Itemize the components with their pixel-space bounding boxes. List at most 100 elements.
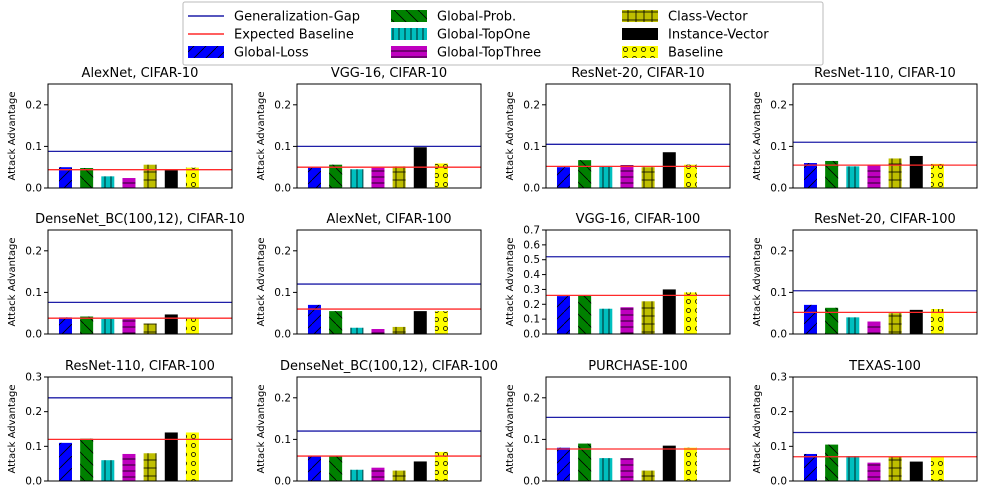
- y-tick-label: 0.1: [274, 287, 291, 299]
- y-tick-label: 0.2: [274, 99, 291, 111]
- bar-hatch-baseline: [930, 456, 944, 481]
- y-tick-label: 0.2: [25, 99, 42, 111]
- y-axis-label: Attack Advantage: [256, 237, 267, 326]
- y-tick-label: 0.2: [770, 245, 787, 257]
- y-tick-label: 0.2: [274, 245, 291, 257]
- bar-hatch-global-loss: [307, 456, 321, 481]
- y-axis-label: Attack Advantage: [752, 384, 763, 473]
- bar-hatch-baseline: [683, 292, 697, 334]
- chart-panel-densenet-bc-100-12-cifar-100: DenseNet_BC(100,12), CIFAR-100 Attack Adv…: [256, 359, 498, 488]
- panel-title: ResNet-110, CIFAR-100: [65, 359, 215, 374]
- bar-instance-vector: [164, 170, 178, 188]
- y-axis-label: Attack Advantage: [7, 91, 18, 180]
- panel-title: VGG-16, CIFAR-100: [576, 212, 701, 227]
- y-tick-label: 0.0: [25, 476, 42, 488]
- y-tick-label: 0.1: [25, 141, 42, 153]
- bar-hatch-global-topthree: [620, 307, 634, 334]
- y-tick-label: 0.0: [274, 476, 291, 488]
- bar-hatch-baseline: [185, 432, 199, 481]
- bar-hatch-global-prob: [329, 164, 343, 188]
- bar-instance-vector: [164, 314, 178, 334]
- y-axis-label: Attack Advantage: [256, 384, 267, 473]
- bar-hatch-class-vector: [888, 158, 902, 188]
- y-axis-label: Attack Advantage: [256, 91, 267, 180]
- y-tick-label: 0.1: [770, 441, 787, 453]
- bar-instance-vector: [909, 155, 923, 188]
- bar-instance-vector: [413, 311, 427, 334]
- bar-hatch-global-topone: [846, 166, 860, 188]
- bar-instance-vector: [164, 432, 178, 481]
- bar-hatch-global-topone: [846, 317, 860, 334]
- plot-frame: [792, 229, 978, 335]
- plot-frame: [545, 83, 731, 189]
- legend-item-baseline: Baseline: [622, 46, 723, 61]
- chart-panel-texas-100: TEXAS-100 Attack Advantage 0.0 0.1 0.2 0.3: [752, 359, 978, 488]
- bar-hatch-class-vector: [641, 470, 655, 481]
- y-tick-label: 0.5: [523, 254, 540, 266]
- y-tick-label: 0.7: [523, 225, 540, 237]
- bar-hatch-global-prob: [825, 444, 839, 481]
- bar-hatch-global-loss: [556, 447, 570, 481]
- bar-hatch-global-topthree: [122, 178, 136, 188]
- bar-hatch-class-vector: [392, 470, 406, 481]
- bar-hatch-global-loss: [803, 163, 817, 188]
- y-axis-label: Attack Advantage: [7, 237, 18, 326]
- legend-label: Global-TopThree: [437, 46, 541, 61]
- legend-item-expected-baseline: Expected Baseline: [188, 28, 354, 43]
- y-axis-label: Attack Advantage: [7, 384, 18, 473]
- y-tick-label: 0.1: [25, 441, 42, 453]
- chart-panel-resnet-20-cifar-10: ResNet-20, CIFAR-10 Attack Advantage 0.0 0.…: [505, 66, 731, 195]
- y-tick-label: 0.0: [523, 476, 540, 488]
- panel-title: ResNet-20, CIFAR-10: [571, 66, 704, 81]
- bar-hatch-class-vector: [392, 326, 406, 334]
- y-tick-label: 0.2: [25, 406, 42, 418]
- y-tick-label: 0.3: [25, 372, 42, 384]
- bar-hatch-global-topone: [350, 469, 364, 481]
- plot-frame: [47, 376, 233, 482]
- bar-hatch-global-prob: [329, 311, 343, 334]
- bar-hatch-global-loss: [307, 304, 321, 334]
- y-tick-label: 0.2: [523, 299, 540, 311]
- y-tick-label: 0.1: [523, 141, 540, 153]
- chart-panel-resnet-110-cifar-100: ResNet-110, CIFAR-100 Attack Advantage 0.0…: [7, 359, 233, 488]
- plot-frame: [545, 229, 731, 335]
- bar-instance-vector: [662, 445, 676, 481]
- bar-hatch-global-topthree: [122, 319, 136, 334]
- bar-hatch-baseline: [185, 167, 199, 188]
- legend-item-instance-vector: Instance-Vector: [622, 28, 769, 43]
- chart-panel-purchase-100: PURCHASE-100 Attack Advantage 0.0 0.1 0.2: [505, 359, 731, 488]
- bar-instance-vector: [909, 309, 923, 334]
- bar-hatch-baseline: [185, 317, 199, 334]
- legend-label: Global-TopOne: [437, 28, 530, 43]
- y-tick-label: 0.1: [274, 434, 291, 446]
- y-tick-label: 0.2: [25, 245, 42, 257]
- y-tick-label: 0.0: [523, 183, 540, 195]
- bar-hatch-global-topthree: [122, 453, 136, 481]
- y-axis-label: Attack Advantage: [752, 91, 763, 180]
- bar-hatch-global-loss: [556, 167, 570, 188]
- bar-hatch-global-topthree: [371, 329, 385, 334]
- bar-hatch-global-prob: [578, 443, 592, 481]
- legend-item-generalization-gap: Generalization-Gap: [188, 10, 360, 25]
- bar-hatch-global-prob: [80, 438, 94, 481]
- bar-hatch-global-prob: [578, 160, 592, 188]
- bar-hatch-global-topone: [101, 460, 115, 481]
- legend-item-global-prob: Global-Prob.: [391, 10, 516, 25]
- y-tick-label: 0.0: [274, 183, 291, 195]
- legend-item-global-topone: Global-TopOne: [391, 28, 530, 43]
- y-tick-label: 0.4: [523, 269, 540, 281]
- bar-hatch-baseline: [683, 164, 697, 188]
- plot-frame: [296, 376, 482, 482]
- bar-hatch-baseline: [434, 311, 448, 334]
- y-tick-label: 0.0: [770, 329, 787, 341]
- plot-frame: [296, 229, 482, 335]
- panel-title: DenseNet_BC(100,12), CIFAR-10: [35, 212, 245, 227]
- bar-hatch-class-vector: [888, 313, 902, 334]
- bar-hatch-global-topone: [350, 327, 364, 334]
- legend-swatch-hatch: [391, 28, 427, 40]
- y-tick-label: 0.1: [523, 434, 540, 446]
- legend-label: Class-Vector: [668, 10, 748, 25]
- y-axis-label: Attack Advantage: [505, 384, 516, 473]
- bar-hatch-global-topone: [101, 176, 115, 188]
- legend-swatch-hatch: [622, 10, 658, 22]
